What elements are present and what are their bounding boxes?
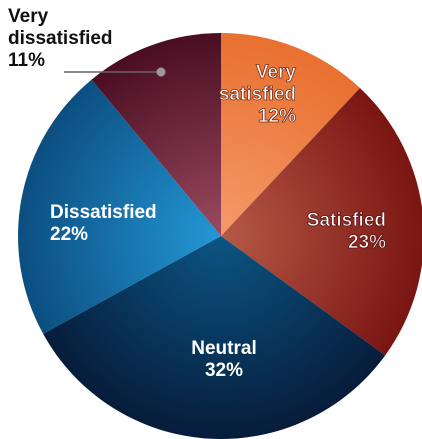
pie-slice-very-dissatisfied	[91, 32, 221, 236]
slice-value-dissatisfied: 22%	[50, 224, 88, 245]
slice-label-very-satisfied: Very satisfied 12%	[219, 62, 297, 127]
slice-value-very-satisfied: 12%	[258, 106, 296, 127]
pie-slice-satisfied	[221, 88, 422, 356]
callout-dot	[156, 67, 166, 77]
slice-value-satisfied: 23%	[348, 232, 386, 253]
pie-slice-very-satisfied	[221, 33, 360, 236]
slice-label-very-dissatisfied: Very dissatisfied 11%	[8, 6, 113, 71]
slice-label-dissatisfied: Dissatisfied 22%	[50, 202, 157, 245]
slice-value-very-dissatisfied: 11%	[8, 50, 45, 71]
slice-label-satisfied: Satisfied 23%	[307, 210, 386, 253]
slice-value-neutral: 32%	[205, 360, 243, 381]
pie-slice-dissatisfied	[18, 79, 221, 334]
pie-slice-neutral	[43, 236, 386, 439]
slice-label-neutral: Neutral 32%	[191, 338, 256, 381]
